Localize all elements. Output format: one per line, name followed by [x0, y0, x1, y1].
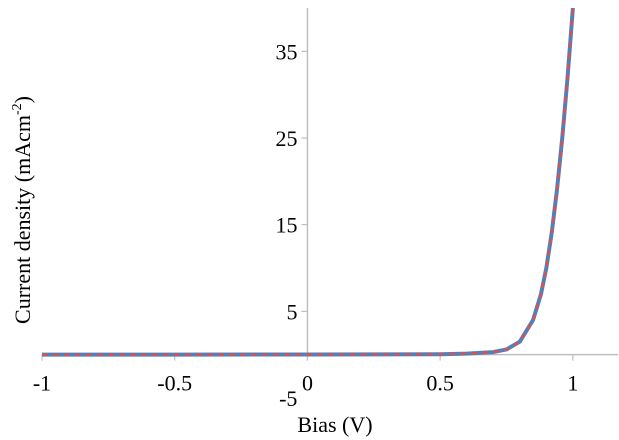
y-tick-label: 25	[275, 126, 297, 151]
axes	[41, 8, 618, 361]
x-tick-label: 0	[302, 371, 313, 396]
x-tick-labels: -1 -0.5 0 0.5 1	[33, 371, 579, 396]
x-axis-label: Bias (V)	[297, 412, 372, 437]
y-axis-label: Current density (mAcm-2)	[10, 96, 35, 324]
y-tick-label: 15	[275, 213, 297, 238]
y-tick-label: 35	[275, 39, 297, 64]
series-line-dashed	[42, 7, 574, 356]
x-tick-label: -1	[33, 371, 51, 396]
y-tick-labels: -5 5 15 25 35	[275, 39, 297, 411]
y-axis-label-superscript: -2	[10, 103, 25, 115]
x-tick-label: 0.5	[426, 371, 454, 396]
y-axis-label-main: Current density (mAcm	[10, 115, 35, 324]
x-tick-label: 1	[567, 371, 578, 396]
y-tick-label: -5	[279, 386, 297, 411]
y-axis-label-tail: )	[10, 96, 35, 103]
x-tick-label: -0.5	[157, 371, 192, 396]
data-series	[42, 7, 575, 357]
y-tick-label: 5	[286, 299, 297, 324]
